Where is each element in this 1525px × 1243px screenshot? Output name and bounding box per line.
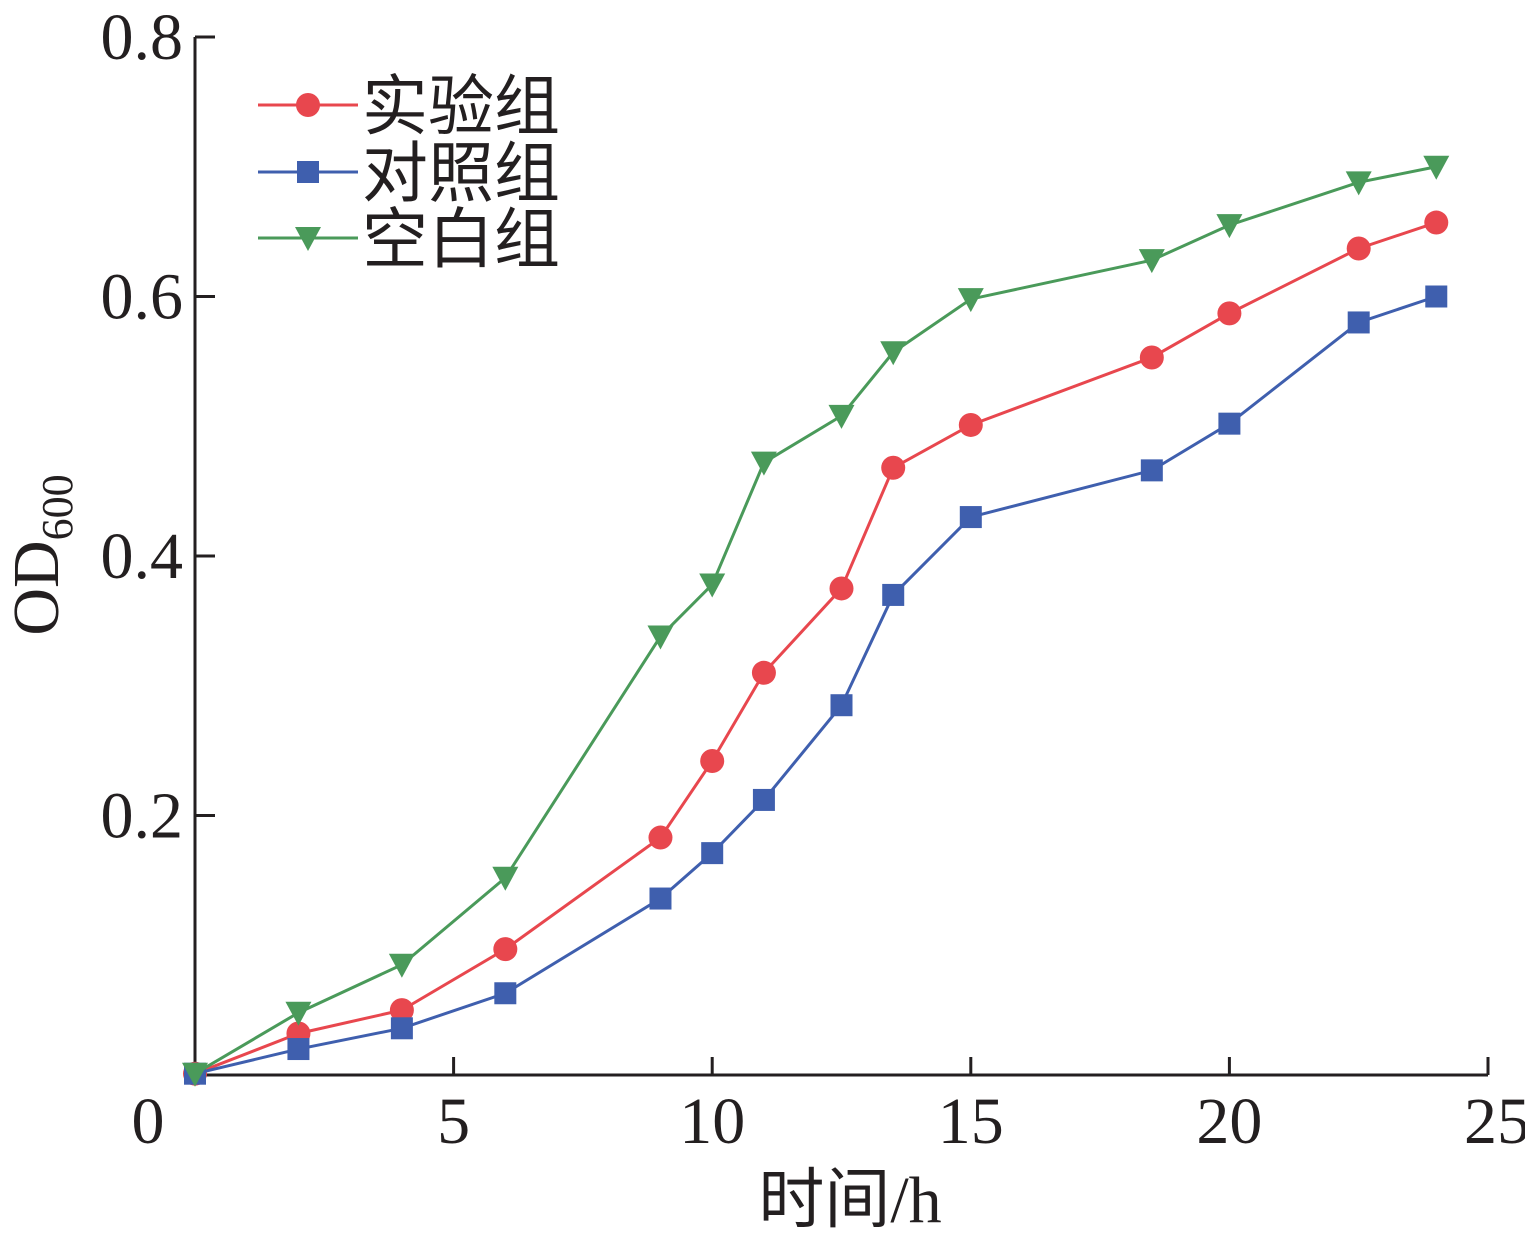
x-tick-label: 10	[679, 1085, 745, 1158]
data-point	[388, 953, 415, 978]
series-2	[184, 285, 1448, 1085]
data-point	[1347, 311, 1370, 334]
data-point	[492, 866, 519, 891]
data-point	[699, 573, 726, 598]
data-point	[649, 887, 672, 910]
y-tick-label: 0.6	[101, 261, 184, 334]
data-point	[389, 998, 414, 1023]
data-point	[751, 660, 776, 685]
y-axis-title-subscript: 600	[33, 474, 82, 540]
data-point	[647, 625, 674, 650]
data-point	[287, 1038, 310, 1061]
y-axis-title-main: OD	[0, 540, 73, 635]
data-point	[1345, 171, 1372, 196]
data-point	[700, 749, 725, 774]
data-point	[1216, 214, 1243, 239]
data-point	[958, 412, 983, 437]
y-tick-label: 0.8	[101, 1, 184, 74]
x-ticks: 0 5 10 15 20 25	[132, 1057, 1525, 1158]
data-point	[1424, 210, 1449, 235]
legend-label: 实验组	[362, 71, 560, 144]
series-line	[194, 221, 1437, 1076]
y-tick-label: 0.2	[101, 780, 184, 853]
series-line	[194, 165, 1437, 1075]
data-point	[648, 825, 673, 850]
legend-item: 对照组	[258, 138, 560, 211]
data-point	[1139, 345, 1164, 370]
series-group	[182, 155, 1450, 1087]
data-point	[1217, 301, 1242, 326]
data-point	[1140, 459, 1163, 482]
data-point	[390, 1017, 413, 1040]
data-point	[285, 1001, 312, 1026]
data-point	[959, 506, 982, 529]
legend-label: 空白组	[362, 204, 560, 277]
legend-label: 对照组	[362, 138, 560, 211]
y-tick-label: 0.4	[101, 520, 184, 593]
data-point	[830, 694, 853, 717]
y-ticks: 0.2 0.4 0.6 0.8	[101, 1, 215, 853]
y-axis-title: OD600	[0, 474, 82, 635]
data-point	[182, 1062, 208, 1087]
data-point	[880, 341, 907, 366]
x-tick-label: 0	[132, 1085, 165, 1158]
data-point	[881, 455, 906, 480]
legend-marker	[297, 161, 319, 183]
data-point	[882, 583, 905, 606]
data-point	[1138, 249, 1165, 274]
series-1	[183, 210, 1449, 1086]
legend-marker	[295, 227, 321, 251]
data-point	[752, 788, 775, 811]
data-point	[957, 288, 984, 313]
data-point	[750, 451, 777, 476]
x-tick-label: 5	[437, 1085, 470, 1158]
x-axis-title: 时间/h	[758, 1164, 941, 1237]
x-tick-label: 15	[938, 1085, 1004, 1158]
data-point	[1423, 155, 1450, 180]
series-3	[182, 155, 1450, 1087]
data-point	[494, 982, 517, 1005]
data-point	[493, 937, 518, 962]
data-point	[1218, 412, 1241, 435]
legend-marker	[296, 93, 320, 117]
x-tick-label: 25	[1464, 1085, 1525, 1158]
x-tick-label: 20	[1196, 1085, 1262, 1158]
data-point	[828, 404, 855, 429]
series-line	[194, 295, 1437, 1076]
data-point	[1346, 236, 1371, 261]
data-point	[1425, 285, 1448, 308]
legend-item: 实验组	[258, 71, 560, 144]
data-point	[701, 842, 724, 865]
data-point	[829, 576, 854, 601]
legend-item: 空白组	[258, 204, 560, 277]
